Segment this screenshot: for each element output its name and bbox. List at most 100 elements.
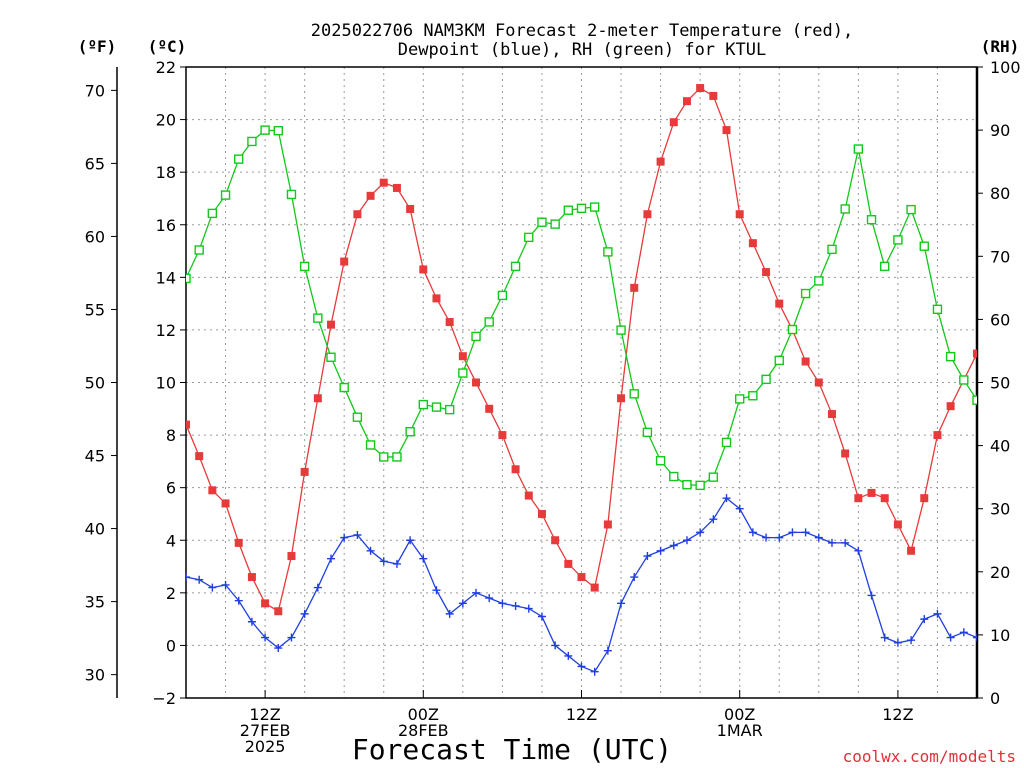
rh-point xyxy=(220,190,231,200)
temperature-point xyxy=(458,352,467,361)
temperature-point xyxy=(432,294,441,303)
rh-tick-label: 0 xyxy=(990,689,1000,708)
temperature-point xyxy=(603,520,612,529)
temperature-point xyxy=(643,210,652,219)
rh-point xyxy=(260,125,270,135)
fahrenheit-tick-label: 60 xyxy=(85,227,105,246)
dewpoint-point xyxy=(445,609,454,618)
celsius-tick-label: 2 xyxy=(166,584,176,603)
temperature-point xyxy=(735,210,744,219)
rh-point xyxy=(774,355,784,366)
unit-celsius-label: (ºC) xyxy=(148,37,187,56)
rh-point xyxy=(418,399,428,410)
unit-rh-label: (RH) xyxy=(981,37,1020,56)
x-tick-label: 12Z xyxy=(566,705,597,724)
dewpoint-point xyxy=(485,594,494,603)
temperature-point xyxy=(208,486,217,495)
dewpoint-point xyxy=(379,557,388,566)
rh-point xyxy=(273,126,283,136)
y-axis-fahrenheit: 30 35 40 45 50 55 60 65 70 xyxy=(85,81,117,685)
x-axis-title: Forecast Time (UTC) xyxy=(352,733,672,766)
dewpoint-point xyxy=(221,580,230,589)
rh-point xyxy=(537,217,547,227)
dewpoint-point xyxy=(748,528,757,537)
unit-fahrenheit-label: (ºF) xyxy=(78,37,117,56)
dewpoint-point xyxy=(472,588,481,597)
rh-tick-label: 40 xyxy=(990,437,1010,456)
celsius-tick-label: 16 xyxy=(156,216,176,235)
rh-point xyxy=(721,437,732,448)
temperature-point xyxy=(893,520,902,529)
rh-point xyxy=(682,480,692,490)
temperature-point xyxy=(841,449,850,458)
dewpoint-point xyxy=(274,644,283,653)
rh-series xyxy=(186,125,977,491)
rh-point xyxy=(827,244,837,255)
x-tick-label: 28FEB xyxy=(398,721,449,740)
temperature-point xyxy=(880,494,889,503)
rh-point xyxy=(458,368,468,378)
rh-point xyxy=(603,247,613,257)
dewpoint-point xyxy=(814,533,823,542)
rh-point xyxy=(444,404,455,415)
temperature-point xyxy=(669,118,678,127)
chart-title-line2: Dewpoint (blue), RH (green) for KTUL xyxy=(398,40,766,60)
data-series xyxy=(186,84,977,676)
rh-point xyxy=(431,402,442,412)
rh-point xyxy=(589,202,600,212)
temperature-point xyxy=(867,488,876,497)
rh-tick-label: 90 xyxy=(990,121,1010,140)
temperature-point xyxy=(762,268,771,277)
temperature-point xyxy=(973,349,977,358)
temperature-point xyxy=(907,546,916,555)
temperature-point xyxy=(313,394,322,403)
rh-point xyxy=(945,351,956,362)
temperature-point xyxy=(748,239,757,248)
dewpoint-point xyxy=(537,612,546,621)
dewpoint-point xyxy=(696,528,705,537)
rh-point xyxy=(484,317,494,327)
dewpoint-point xyxy=(788,528,797,537)
temperature-point xyxy=(366,191,375,200)
temperature-point xyxy=(287,552,296,561)
celsius-tick-label: 0 xyxy=(166,636,176,655)
rh-point xyxy=(563,205,574,215)
temperature-point xyxy=(814,378,823,387)
temperature-series xyxy=(186,84,977,616)
rh-point xyxy=(550,219,560,229)
temperature-point xyxy=(221,499,230,508)
dewpoint-point xyxy=(366,546,375,555)
celsius-tick-label: 18 xyxy=(156,163,176,182)
rh-point xyxy=(840,204,850,214)
celsius-tick-label: 4 xyxy=(166,531,176,550)
dewpoint-point xyxy=(458,599,467,608)
dewpoint-point xyxy=(564,651,573,660)
celsius-tick-label: 8 xyxy=(166,426,176,445)
dewpoint-point xyxy=(722,494,731,503)
dewpoint-point xyxy=(617,599,626,608)
rh-point xyxy=(629,389,639,399)
temperature-point xyxy=(186,420,190,429)
dewpoint-point xyxy=(946,633,955,642)
temperature-point xyxy=(340,257,349,266)
temperature-point xyxy=(472,378,481,387)
fahrenheit-tick-label: 40 xyxy=(85,520,105,539)
rh-point xyxy=(576,203,587,214)
rh-point xyxy=(735,394,745,404)
temperature-point xyxy=(327,320,336,329)
temperature-point xyxy=(630,283,639,292)
dewpoint-point xyxy=(353,530,362,539)
celsius-tick-label: 22 xyxy=(156,58,176,77)
dewpoint-point xyxy=(551,641,560,650)
rh-point xyxy=(893,235,903,245)
grid-lines xyxy=(186,67,977,698)
dewpoint-point xyxy=(656,546,665,555)
rh-point xyxy=(853,144,864,154)
rh-point xyxy=(524,232,534,243)
rh-point xyxy=(695,480,705,491)
rh-point xyxy=(959,375,969,385)
rh-point xyxy=(186,273,191,284)
dewpoint-point xyxy=(854,546,863,555)
temperature-point xyxy=(590,583,599,592)
